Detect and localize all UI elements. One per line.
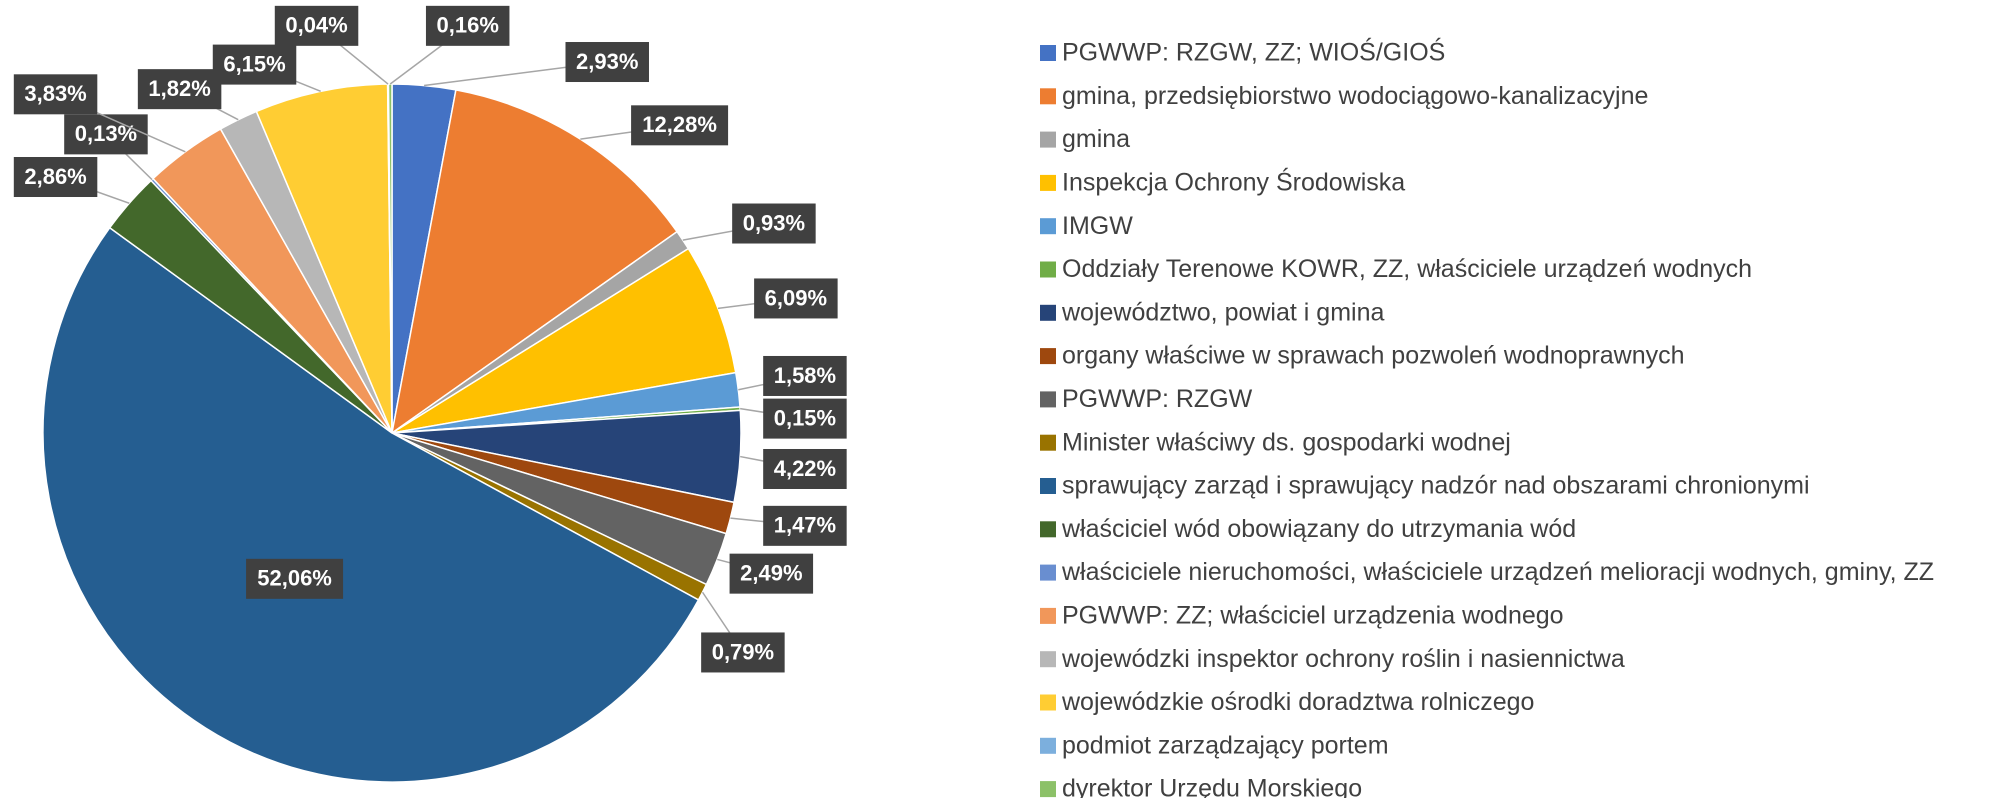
data-label: 1,47% bbox=[774, 513, 836, 538]
legend-swatch bbox=[1040, 564, 1056, 581]
data-label: 0,16% bbox=[437, 13, 499, 38]
legend-label: Minister właściwy ds. gospodarki wodnej bbox=[1062, 428, 1511, 456]
data-label-box bbox=[425, 5, 510, 46]
legend-swatch bbox=[1040, 694, 1056, 711]
legend-label: wojewódzki inspektor ochrony roślin i na… bbox=[1061, 645, 1625, 673]
legend-swatch bbox=[1040, 45, 1056, 61]
data-label-box bbox=[729, 553, 814, 594]
legend-label: sprawujący zarząd i sprawujący nadzór na… bbox=[1062, 472, 1810, 500]
legend-label: gmina, przedsiębiorstwo wodociągowo-kana… bbox=[1062, 82, 1648, 110]
legend-label: podmiot zarządzający portem bbox=[1062, 731, 1389, 759]
legend-swatch bbox=[1040, 651, 1056, 668]
data-label-box bbox=[763, 398, 847, 439]
data-label: 3,83% bbox=[24, 81, 86, 106]
data-label-box bbox=[701, 632, 785, 673]
legend-label: PGWWP: RZGW, ZZ; WIOŚ/GIOŚ bbox=[1062, 37, 1445, 67]
data-label: 12,28% bbox=[642, 112, 717, 137]
legend-label: dyrektor Urzędu Morskiego bbox=[1062, 775, 1362, 798]
data-label-box bbox=[212, 44, 297, 85]
legend-swatch bbox=[1040, 781, 1056, 798]
legend-label: właściciel wód obowiązany do utrzymania … bbox=[1061, 515, 1576, 543]
data-label-box bbox=[763, 505, 847, 546]
data-label-box bbox=[64, 114, 148, 155]
data-label-box bbox=[13, 74, 98, 115]
legend-label: województwo, powiat i gmina bbox=[1061, 298, 1384, 326]
legend-swatch bbox=[1040, 737, 1056, 754]
data-label: 0,79% bbox=[712, 639, 774, 664]
data-label: 2,93% bbox=[576, 49, 638, 74]
pie-slice bbox=[42, 226, 700, 783]
legend-swatch bbox=[1040, 174, 1056, 191]
data-label-box bbox=[13, 157, 98, 198]
legend-label: Oddziały Terenowe KOWR, ZZ, właściciele … bbox=[1062, 255, 1752, 283]
legend-swatch bbox=[1040, 261, 1056, 278]
data-label: 0,93% bbox=[743, 210, 805, 235]
data-label-box bbox=[763, 448, 847, 489]
legend-label: IMGW bbox=[1062, 212, 1133, 240]
legend-swatch bbox=[1040, 88, 1056, 105]
legend-swatch bbox=[1040, 478, 1056, 494]
pie-slice bbox=[391, 247, 737, 434]
data-label: 2,86% bbox=[24, 164, 86, 189]
legend-label: organy właściwe w sprawach pozwoleń wodn… bbox=[1062, 342, 1685, 370]
legend-swatch bbox=[1040, 218, 1056, 235]
legend-swatch bbox=[1040, 391, 1056, 408]
legend-swatch bbox=[1040, 131, 1056, 148]
data-label: 2,49% bbox=[740, 560, 802, 585]
data-label-box bbox=[754, 278, 838, 319]
data-label-box bbox=[274, 5, 359, 46]
legend-label: wojewódzkie ośrodki doradztwa rolniczego bbox=[1061, 688, 1534, 716]
data-label: 6,15% bbox=[223, 51, 285, 76]
data-label: 0,04% bbox=[285, 13, 347, 38]
data-label: 0,15% bbox=[774, 405, 836, 430]
data-label-box bbox=[137, 69, 222, 110]
legend-label: PGWWP: RZGW bbox=[1062, 385, 1253, 413]
data-label: 6,09% bbox=[765, 285, 827, 310]
data-label-box bbox=[763, 355, 847, 396]
legend-label: właściciele nieruchomości, właściciele u… bbox=[1061, 558, 1934, 586]
data-label: 1,58% bbox=[774, 363, 836, 388]
legend-swatch bbox=[1040, 348, 1056, 365]
pie-slice bbox=[255, 83, 393, 434]
legend-swatch bbox=[1040, 521, 1056, 538]
data-label: 4,22% bbox=[774, 456, 836, 481]
legend-swatch bbox=[1040, 304, 1056, 321]
legend-swatch bbox=[1040, 607, 1056, 624]
data-label: 0,13% bbox=[75, 121, 137, 146]
data-label-box bbox=[246, 558, 344, 599]
data-label-box bbox=[565, 42, 649, 83]
legend-label: Inspekcja Ochrony Środowiska bbox=[1062, 167, 1405, 197]
legend-swatch bbox=[1040, 434, 1056, 451]
data-label-box bbox=[732, 203, 816, 244]
legend-label: PGWWP: ZZ; właściciel urządzenia wodnego bbox=[1062, 602, 1564, 630]
data-label: 52,06% bbox=[257, 566, 332, 591]
legend-label: gmina bbox=[1062, 125, 1130, 153]
data-label-box bbox=[631, 105, 729, 146]
data-label: 1,82% bbox=[148, 76, 210, 101]
